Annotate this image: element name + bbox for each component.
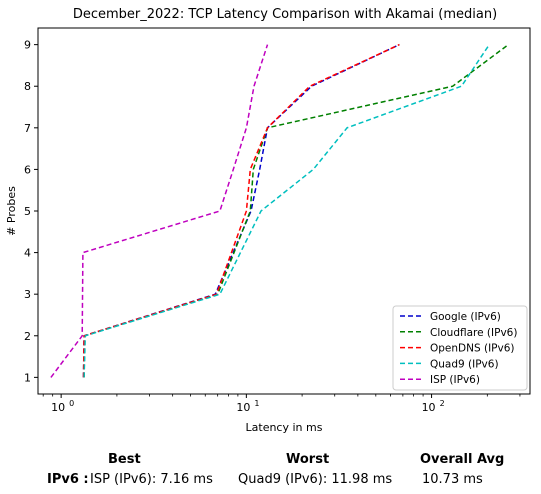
x-tick-label: 10 (236, 401, 250, 414)
x-tick-label: 10 (51, 401, 65, 414)
series-line (83, 44, 490, 378)
ipv6-row-label: IPv6 : (47, 472, 89, 487)
series-line (82, 43, 400, 378)
latency-chart: December_2022: TCP Latency Comparison wi… (5, 7, 531, 434)
y-tick-label: 4 (24, 247, 31, 260)
x-tick-exponent: 1 (254, 399, 259, 408)
y-tick-label: 9 (24, 39, 31, 52)
series-line (50, 44, 269, 378)
y-axis-label: # Probes (5, 186, 18, 236)
best-value: ISP (IPv6): 7.16 ms (90, 472, 213, 487)
chart-title: December_2022: TCP Latency Comparison wi… (73, 7, 497, 22)
series-line (82, 43, 400, 378)
y-tick-label: 6 (24, 163, 31, 176)
worst-value: Quad9 (IPv6): 11.98 ms (238, 472, 393, 487)
x-tick-exponent: 2 (440, 399, 445, 408)
legend-label: Quad9 (IPv6) (430, 358, 499, 370)
x-tick-exponent: 0 (69, 399, 74, 408)
x-axis-label: Latency in ms (246, 421, 323, 434)
legend-box (392, 305, 528, 391)
legend-label: Google (IPv6) (430, 311, 501, 323)
y-tick-label: 8 (24, 80, 31, 93)
legend-label: ISP (IPv6) (430, 374, 480, 386)
best-header: Best (108, 452, 141, 467)
y-tick-label: 7 (24, 122, 31, 135)
plot-area (50, 43, 509, 378)
y-axis-ticks: 1 2 3 4 5 6 7 8 9 (24, 39, 38, 384)
x-tick-label: 10 (422, 401, 436, 414)
x-axis-ticks: 10 0 10 1 10 2 (42, 394, 521, 414)
worst-header: Worst (286, 452, 330, 467)
legend-label: Cloudflare (IPv6) (430, 327, 517, 339)
y-tick-label: 3 (24, 288, 31, 301)
y-tick-label: 1 (24, 371, 31, 384)
y-tick-label: 2 (24, 330, 31, 343)
overall-avg-value: 10.73 ms (422, 472, 483, 487)
summary-panel: Best Worst Overall Avg IPv6 : ISP (IPv6)… (0, 448, 541, 494)
chart-legend: Google (IPv6) Cloudflare (IPv6) OpenDNS (I… (392, 305, 528, 391)
y-tick-label: 5 (24, 205, 31, 218)
legend-label: OpenDNS (IPv6) (430, 343, 515, 355)
overall-avg-header: Overall Avg (420, 452, 505, 467)
